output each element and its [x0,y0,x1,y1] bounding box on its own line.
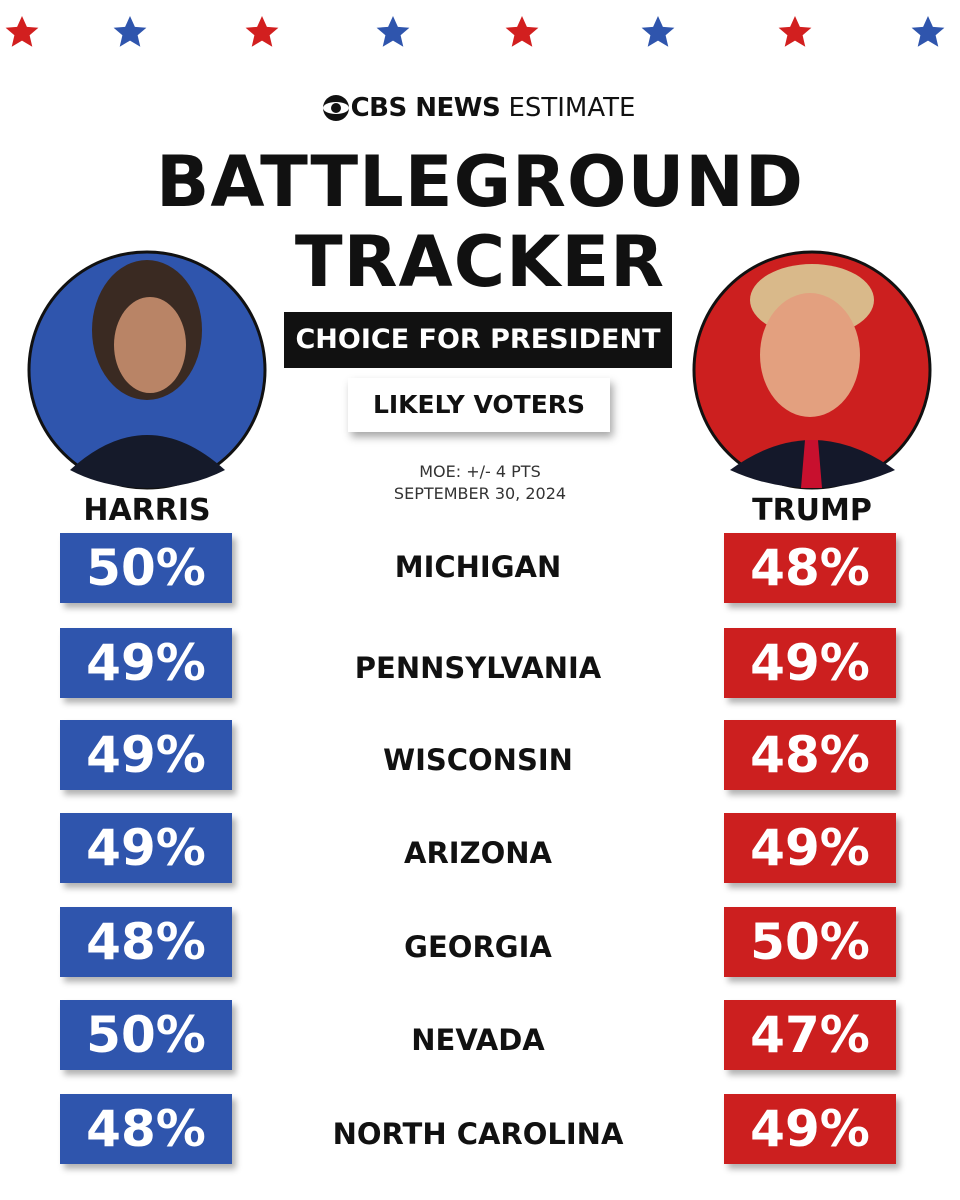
candidate-name: TRUMP [752,493,872,528]
harris-share: 49% [60,628,232,698]
harris-share: 49% [60,813,232,883]
state-name: NORTH CAROLINA [332,1117,624,1151]
harris-share: 48% [60,1094,232,1164]
brand: CBS NEWS ESTIMATE [0,90,960,126]
moe: MOE: +/- 4 PTS [419,462,541,481]
state-name: MICHIGAN [394,550,562,584]
trump-share: 47% [724,1000,896,1070]
cbs-eye [323,95,349,121]
trump-share: 48% [724,533,896,603]
title-line: TRACKER [294,221,666,303]
trump-share: 49% [724,628,896,698]
state-name: PENNSYLVANIA [354,651,602,685]
harris-share: 50% [60,533,232,603]
harris-share: 49% [60,720,232,790]
title-line: BATTLEGROUND [155,141,804,223]
subtitle: CHOICE FOR PRESIDENT [284,312,672,368]
population: LIKELY VOTERS [348,378,610,432]
state-name: GEORGIA [404,930,552,964]
stars [5,16,945,47]
trump-share: 50% [724,907,896,977]
brand-label: ESTIMATE [508,93,636,123]
state-name: ARIZONA [404,836,552,870]
date: SEPTEMBER 30, 2024 [393,484,567,503]
harris-portrait [27,250,267,490]
trump-share: 49% [724,813,896,883]
brand-name: CBS NEWS [350,93,501,123]
state-name: NEVADA [411,1023,545,1057]
trump-share: 49% [724,1094,896,1164]
state-name: WISCONSIN [383,743,573,777]
trump-portrait [692,250,932,490]
harris-share: 50% [60,1000,232,1070]
harris-share: 48% [60,907,232,977]
candidate-name: HARRIS [83,493,211,528]
trump-share: 48% [724,720,896,790]
